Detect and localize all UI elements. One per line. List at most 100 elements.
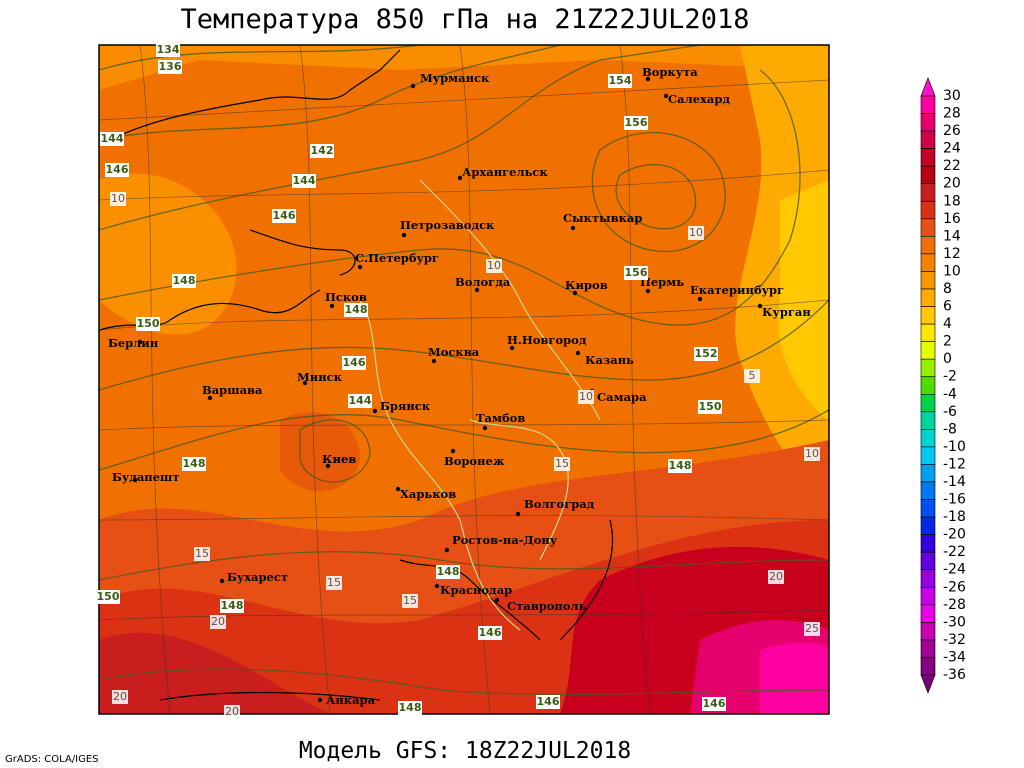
colorbar-segment [920,586,936,606]
colorbar-segment [920,604,936,623]
temperature-contour-label: 20 [113,690,127,703]
height-contour-label: 146 [106,163,129,176]
colorbar-segment [920,288,936,307]
colorbar-segment [920,253,936,272]
city-dot [515,511,521,517]
label-box [554,457,570,471]
height-contour-label: 144 [349,394,372,407]
city-label: Бухарест [227,570,288,584]
credit: GrADS: COLA/IGES [5,754,99,765]
city-label: Н.Новгород [507,333,587,347]
colorbar-segment [920,657,936,676]
city-dot [575,350,581,356]
height-contour-label: 146 [703,697,726,710]
city-dot [444,547,450,553]
colorbar-segment [920,569,936,588]
colorbar-label: 24 [943,141,961,157]
city-label: Минск [297,370,343,384]
label-box [804,447,820,461]
city-dot [401,232,407,238]
colorbar-segment [920,306,936,325]
colorbar-label: -32 [943,632,966,648]
city-dot [207,395,213,401]
city-dot [325,463,331,469]
colorbar-label: -6 [943,404,957,420]
colorbar-segment [920,148,936,167]
colorbar-segment [920,236,936,255]
city-label: Пермь [640,275,684,289]
temperature-contour-label: 10 [111,192,125,205]
height-contour-label: 134 [157,43,180,56]
temperature-contour-label: 10 [805,447,819,460]
temperature-contour-label: 10 [579,390,593,403]
colorbar-label: -36 [943,667,966,683]
label-box [398,701,422,715]
height-contour-label: 146 [273,209,296,222]
height-contour-label: 146 [479,626,502,639]
city-label: Москва [428,345,480,359]
colorbar-label: -22 [943,544,966,560]
city-label: Тамбов [476,411,525,425]
city-label: Вологда [455,275,511,289]
height-contour-label: 146 [343,356,366,369]
label-box [342,356,366,370]
label-box [744,369,760,383]
colorbar-label: 16 [943,211,961,227]
city-label: Воронеж [444,454,505,468]
city-dot [132,477,138,483]
temperature-contour-label: 15 [327,576,341,589]
map-frame [98,44,830,715]
colorbar-label: 20 [943,176,961,192]
temperature-contour-label: 15 [195,547,209,560]
colorbar-segment [920,183,936,202]
label-box [536,695,560,709]
city-dot [572,290,578,296]
label-box [96,590,120,604]
colorbar-segment [920,464,936,483]
city-dot [317,697,323,703]
height-contour-label: 148 [183,457,206,470]
label-box [688,226,704,240]
city-label: Краснодар [440,583,512,597]
colorbar-segment [920,113,936,132]
label-box [220,599,244,613]
height-contour-label: 148 [399,701,422,714]
colorbar-label: -18 [943,509,966,525]
city-dot [570,225,576,231]
label-box [768,570,784,584]
colorbar-segment [920,130,936,149]
city-dot [757,303,763,309]
colorbar-segment [920,95,936,114]
label-box [158,60,182,74]
colorbar-label: 6 [943,299,952,315]
colorbar-label: 2 [943,334,952,350]
city-label: Волгоград [524,497,595,511]
model-caption: Модель GFS: 18Z22JUL2018 [299,738,631,764]
colorbar-segment [920,271,936,290]
temperature-contour-label: 20 [769,570,783,583]
colorbar-label: 14 [943,228,961,244]
colorbar-label: 0 [943,351,952,367]
city-dot [697,296,703,302]
label-box [310,144,334,158]
label-box [804,622,820,636]
label-box [578,390,594,404]
label-box [172,274,196,288]
height-contour-label: 148 [437,565,460,578]
height-contour-label: 144 [293,174,316,187]
label-box [326,576,342,590]
colorbar-label: -30 [943,614,966,630]
label-box [698,400,722,414]
city-dot [509,345,515,351]
colorbar-label: -8 [943,421,957,437]
colorbar-label: 22 [943,158,961,174]
label-box [624,116,648,130]
colorbar-segment [920,165,936,185]
colorbar-segment [920,551,936,571]
city-label: Салехард [668,92,730,106]
city-dot [410,83,416,89]
colorbar-label: 8 [943,281,952,297]
height-contour-label: 154 [609,74,632,87]
colorbar-segment [920,639,936,658]
